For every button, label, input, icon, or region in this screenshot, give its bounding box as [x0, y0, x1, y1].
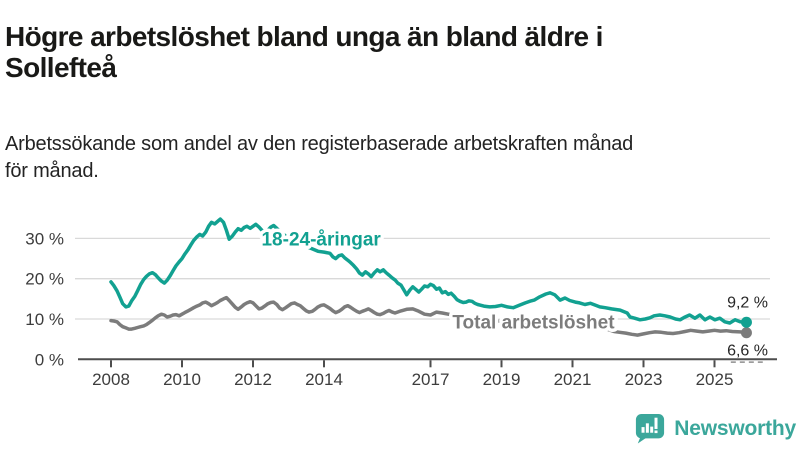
series-label-youth: 18-24-åringar [261, 229, 381, 250]
x-tick-label: 2021 [554, 370, 592, 389]
logo-bar-2 [646, 423, 650, 433]
subtitle-line-2: för månad. [5, 160, 99, 182]
y-tick-label: 20 % [25, 270, 64, 289]
x-tick-label: 2019 [483, 370, 521, 389]
series-endpoint-dot [740, 327, 752, 339]
newsworthy-logo[interactable]: Newsworthy [634, 413, 796, 444]
series-line-total [109, 295, 749, 337]
x-tick-label: 2014 [305, 370, 343, 389]
title-line-2: Sollefteå [5, 51, 117, 83]
title-line-1: Högre arbetslöshet bland unga än bland ä… [5, 20, 603, 52]
end-value-label: 6,6 % [727, 343, 768, 360]
chart-subtitle: Arbetssökande som andel av den registerb… [5, 131, 795, 185]
x-tick-label: 2008 [92, 370, 130, 389]
newsworthy-logo-icon [636, 413, 665, 444]
page-title: Högre arbetslöshet bland unga än bland ä… [5, 21, 785, 83]
series-label-total: Total arbetslöshet [452, 312, 615, 333]
logo-exclamation-dot [654, 430, 658, 434]
logo-bar-1 [641, 427, 645, 433]
series-line-youth [109, 217, 749, 325]
y-tick-label: 10 % [25, 310, 64, 329]
series-endpoint-dot [740, 316, 752, 328]
y-tick-label: 30 % [25, 229, 64, 248]
y-tick-label: 0 % [35, 350, 64, 369]
newsworthy-wordmark: Newsworthy [674, 416, 796, 440]
x-tick-label: 2010 [163, 370, 201, 389]
x-tick-label: 2023 [625, 370, 663, 389]
end-value-label: 9,2 % [727, 295, 768, 312]
logo-exclamation-bar [654, 417, 658, 429]
x-tick-label: 2017 [412, 370, 450, 389]
x-tick-label: 2025 [696, 370, 734, 389]
x-tick-label: 2012 [234, 370, 272, 389]
logo-bar-3 [650, 426, 654, 433]
subtitle-line-1: Arbetssökande som andel av den registerb… [5, 133, 634, 155]
